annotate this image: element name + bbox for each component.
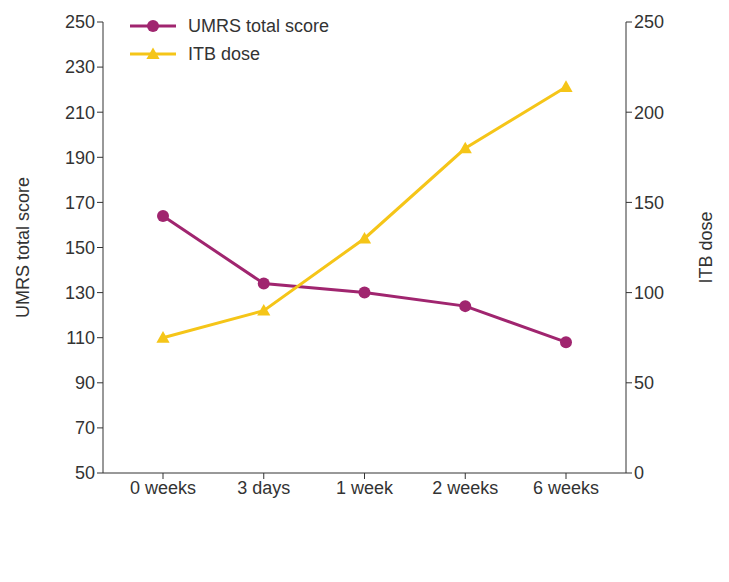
svg-text:2 weeks: 2 weeks — [432, 478, 498, 498]
svg-text:90: 90 — [75, 373, 95, 393]
svg-text:210: 210 — [65, 103, 95, 123]
svg-text:190: 190 — [65, 148, 95, 168]
svg-text:100: 100 — [634, 283, 664, 303]
svg-text:70: 70 — [75, 418, 95, 438]
svg-text:230: 230 — [65, 57, 95, 77]
svg-text:170: 170 — [65, 193, 95, 213]
svg-text:UMRS total score: UMRS total score — [13, 177, 33, 318]
html-text:ITB dose: ITB dose — [188, 43, 260, 64]
svg-text:0 weeks: 0 weeks — [130, 478, 196, 498]
svg-text:200: 200 — [634, 103, 664, 123]
svg-text:50: 50 — [75, 463, 95, 483]
svg-text:3 days: 3 days — [237, 478, 290, 498]
html-text:UMRS total score: UMRS total score — [188, 15, 329, 36]
svg-text:150: 150 — [65, 238, 95, 258]
svg-text:130: 130 — [65, 283, 95, 303]
svg-text:150: 150 — [634, 193, 664, 213]
svg-text:1 week: 1 week — [336, 478, 394, 498]
svg-text:50: 50 — [634, 373, 654, 393]
svg-text:ITB dose: ITB dose — [696, 211, 716, 283]
svg-text:0: 0 — [634, 463, 644, 483]
svg-text:6 weeks: 6 weeks — [533, 478, 599, 498]
svg-text:250: 250 — [65, 12, 95, 32]
svg-text:110: 110 — [66, 328, 95, 348]
svg-text:250: 250 — [634, 12, 664, 32]
